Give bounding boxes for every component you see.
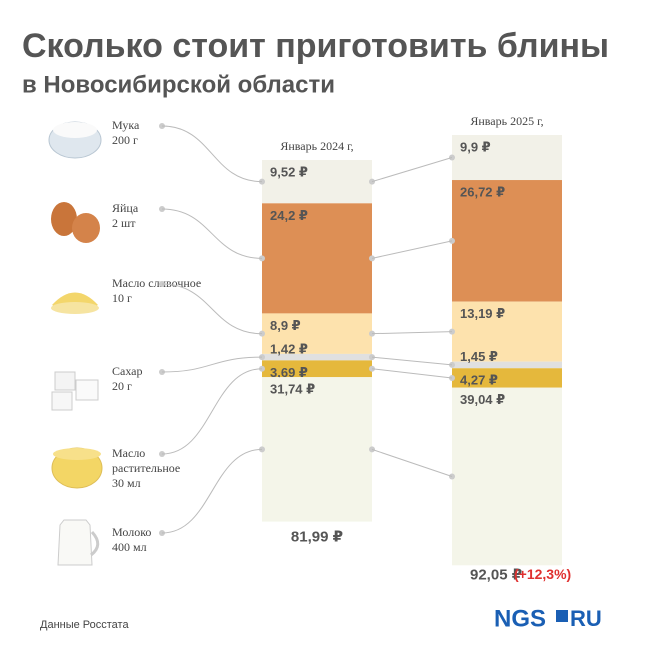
connector bbox=[371, 331, 453, 335]
bar-segment bbox=[452, 301, 562, 362]
ingredient-amount: 30 мл bbox=[112, 476, 141, 490]
ingredient-name: Яйца bbox=[112, 201, 139, 215]
ingredient-text: Молоко 400 мл bbox=[112, 525, 207, 555]
connectors bbox=[161, 125, 453, 534]
connector bbox=[161, 448, 263, 534]
logo-square bbox=[556, 610, 568, 622]
column-header: Январь 2024 г, bbox=[280, 139, 353, 153]
bar-segment bbox=[452, 135, 562, 181]
ingredient-amount: 200 г bbox=[112, 133, 138, 147]
bar-segment bbox=[262, 313, 372, 354]
connector bbox=[161, 208, 263, 259]
logo-left: NGS bbox=[494, 605, 546, 632]
bar-segment bbox=[452, 361, 562, 369]
value-label: 9,52 ₽ bbox=[270, 164, 308, 179]
logo-right: RU bbox=[570, 606, 602, 631]
ingredient-text: Яйца 2 шт bbox=[112, 201, 207, 231]
connector bbox=[371, 240, 453, 259]
connector bbox=[371, 368, 453, 379]
value-label: 9,9 ₽ bbox=[460, 139, 491, 154]
ingredient-amount: 20 г bbox=[112, 379, 132, 393]
connector bbox=[161, 368, 263, 455]
value-label: 1,45 ₽ bbox=[460, 349, 498, 364]
bar-segment bbox=[262, 360, 372, 378]
value-label: 4,27 ₽ bbox=[460, 373, 498, 388]
total-label: 92,05 ₽ bbox=[470, 566, 522, 583]
title: Сколько стоит приготовить блины bbox=[22, 27, 609, 65]
value-label: 39,04 ₽ bbox=[460, 392, 505, 407]
change-label: (+12,3%) bbox=[514, 566, 571, 582]
ingredient-name: Масло растительное bbox=[112, 446, 181, 475]
ingredient-amount: 400 мл bbox=[112, 540, 147, 554]
bar-segment bbox=[262, 377, 372, 522]
ingredient-text: Мука 200 г bbox=[112, 118, 207, 148]
value-label: 31,74 ₽ bbox=[270, 382, 315, 397]
bar-segment bbox=[452, 180, 562, 302]
value-label: 8,9 ₽ bbox=[270, 318, 301, 333]
connector bbox=[371, 157, 453, 183]
connector bbox=[371, 448, 453, 477]
ingredient-text: Масло сливочное 10 г bbox=[112, 276, 207, 306]
subtitle: в Новосибирской области bbox=[22, 71, 335, 98]
ingredient-amount: 10 г bbox=[112, 291, 132, 305]
ingredient-text: Масло растительное 30 мл bbox=[112, 446, 207, 491]
bar-segment bbox=[262, 203, 372, 314]
total-label: 81,99 ₽ bbox=[291, 529, 343, 546]
ingredient-text: Сахар 20 г bbox=[112, 364, 207, 394]
bar-segment bbox=[262, 160, 372, 204]
ingredient-name: Сахар bbox=[112, 364, 143, 378]
bar-segment bbox=[262, 353, 372, 361]
connector bbox=[161, 125, 263, 183]
bar-segment bbox=[452, 368, 562, 388]
bar-segment bbox=[452, 387, 562, 566]
value-label: 1,42 ₽ bbox=[270, 341, 308, 356]
value-label: 13,19 ₽ bbox=[460, 306, 505, 321]
icons bbox=[48, 121, 103, 566]
value-label: 24,2 ₽ bbox=[270, 208, 308, 223]
value-label: 3,69 ₽ bbox=[270, 365, 308, 380]
connector bbox=[371, 356, 453, 366]
value-label: 26,72 ₽ bbox=[460, 184, 505, 199]
ingredient-name: Молоко bbox=[112, 525, 152, 539]
source: Данные Росстата bbox=[40, 619, 129, 631]
ingredient-amount: 2 шт bbox=[112, 216, 136, 230]
connector bbox=[161, 356, 263, 373]
column-header: Январь 2025 г, bbox=[470, 114, 543, 128]
ingredient-name: Мука bbox=[112, 118, 140, 132]
connector bbox=[161, 283, 263, 335]
